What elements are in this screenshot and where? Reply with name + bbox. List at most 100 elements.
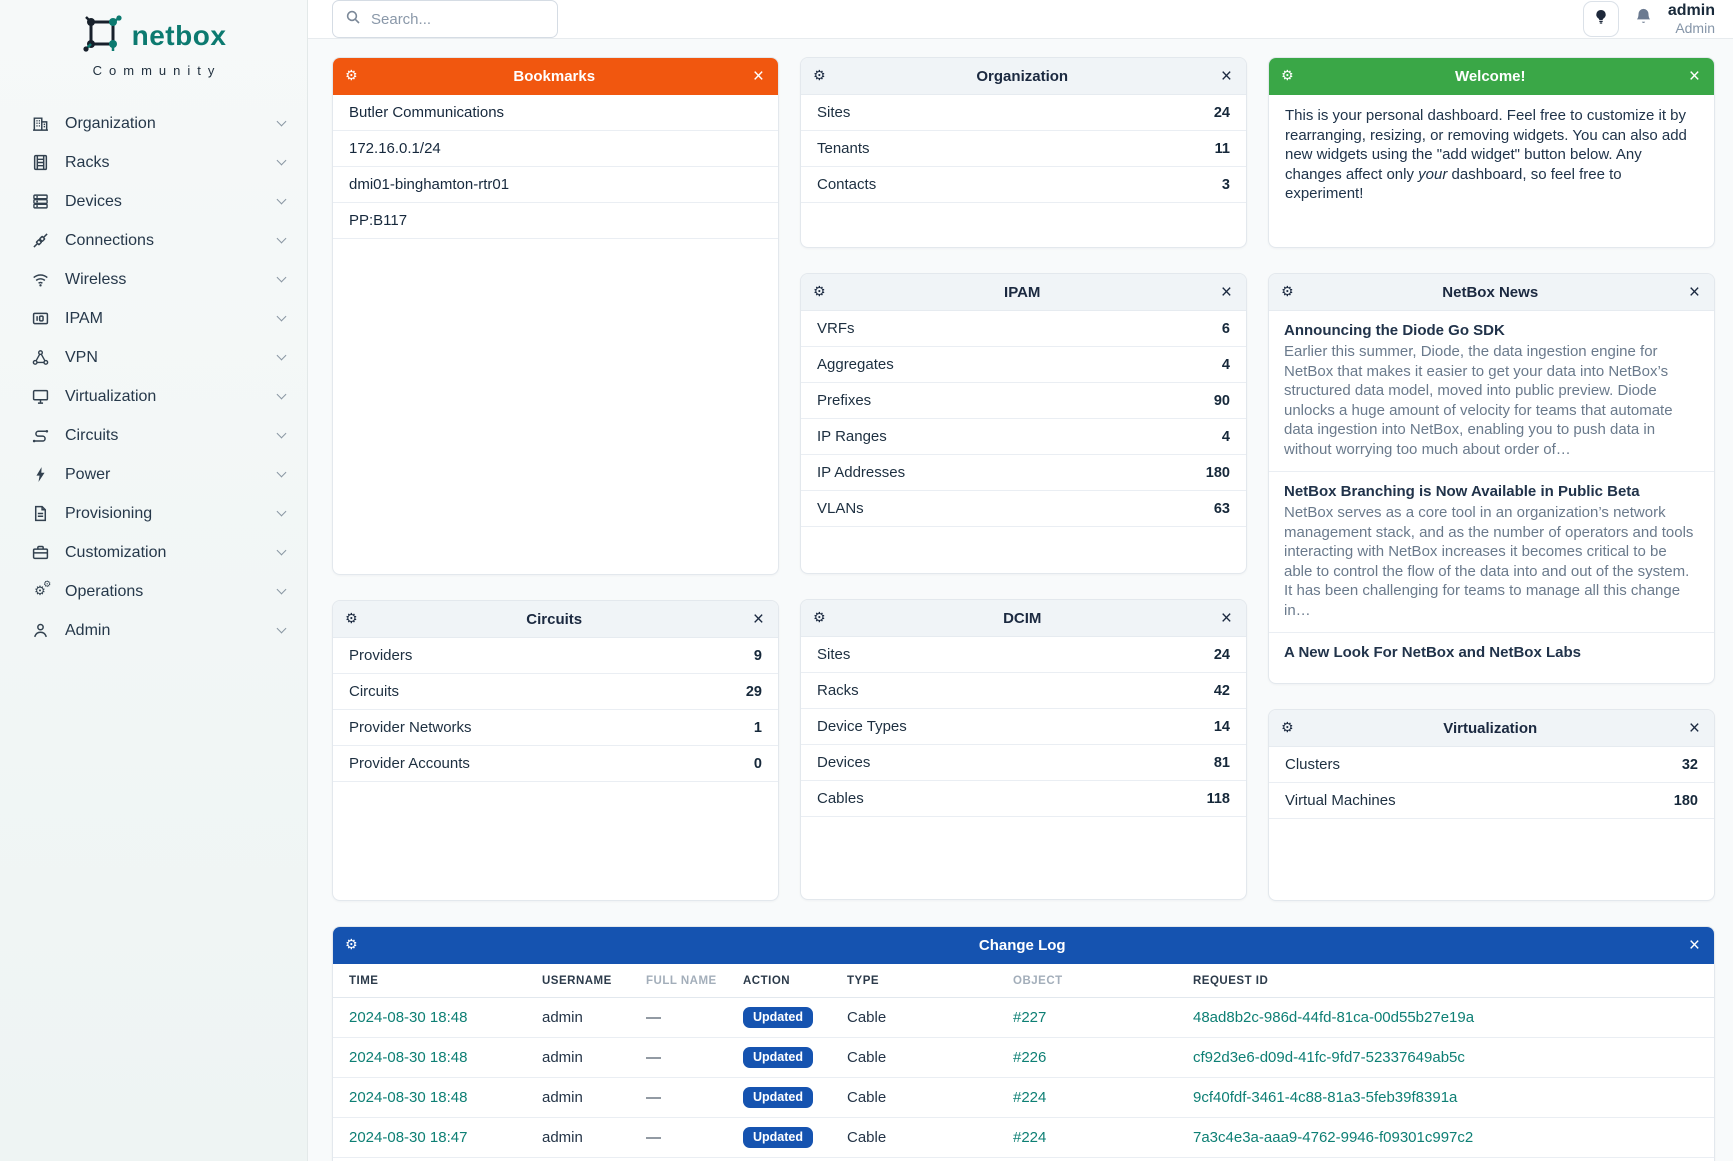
close-icon[interactable]: ×: [752, 65, 764, 87]
close-icon[interactable]: ×: [1220, 281, 1232, 303]
widget-config-icon[interactable]: ⚙: [1281, 720, 1294, 736]
stat-row[interactable]: Devices 81: [801, 745, 1246, 781]
user-menu[interactable]: admin Admin: [1668, 2, 1715, 37]
widget-config-icon[interactable]: ⚙: [345, 611, 358, 627]
sidebar-item-wireless[interactable]: Wireless: [0, 260, 307, 299]
widget-config-icon[interactable]: ⚙: [1281, 284, 1294, 300]
news-headline[interactable]: NetBox Branching is Now Available in Pub…: [1284, 483, 1640, 500]
sidebar-item-devices[interactable]: Devices: [0, 182, 307, 221]
sidebar-item-admin[interactable]: Admin: [0, 611, 307, 650]
type-cell: Cable: [847, 1009, 887, 1026]
stat-row[interactable]: Cables 118: [801, 781, 1246, 817]
close-icon[interactable]: ×: [1688, 281, 1700, 303]
circuits-icon: [30, 427, 50, 444]
object-link[interactable]: #224: [1013, 1129, 1047, 1146]
bookmark-item[interactable]: dmi01-binghamton-rtr01: [333, 167, 778, 203]
sidebar-item-circuits[interactable]: Circuits: [0, 416, 307, 455]
close-icon[interactable]: ×: [1688, 934, 1700, 956]
sidebar-item-connections[interactable]: Connections: [0, 221, 307, 260]
sidebar-item-power[interactable]: Power: [0, 455, 307, 494]
time-link[interactable]: 2024-08-30 18:48: [349, 1009, 468, 1026]
object-link[interactable]: #226: [1013, 1049, 1047, 1066]
bookmark-item[interactable]: 172.16.0.1/24: [333, 131, 778, 167]
request-id-link[interactable]: 9cf40fdf-3461-4c88-81a3-5feb39f8391a: [1193, 1089, 1458, 1106]
brand[interactable]: netbox Community: [0, 12, 307, 78]
close-icon[interactable]: ×: [1688, 717, 1700, 739]
widget-config-icon[interactable]: ⚙: [345, 68, 358, 84]
widget-title: Organization: [976, 67, 1069, 85]
widget-config-icon[interactable]: ⚙: [813, 68, 826, 84]
news-item: A New Look For NetBox and NetBox Labs: [1269, 633, 1714, 673]
stat-row[interactable]: Providers 9: [333, 638, 778, 674]
news-headline[interactable]: A New Look For NetBox and NetBox Labs: [1284, 644, 1581, 661]
sidebar-item-organization[interactable]: Organization: [0, 104, 307, 143]
time-link[interactable]: 2024-08-30 18:48: [349, 1089, 468, 1106]
sidebar-item-vpn[interactable]: VPN: [0, 338, 307, 377]
widget-config-icon[interactable]: ⚙: [1281, 68, 1294, 84]
stat-row[interactable]: Sites 24: [801, 637, 1246, 673]
ipam-widget: ⚙ IPAM × VRFs 6 Aggregates 4 Prefixes 90 IP…: [800, 273, 1247, 574]
sidebar-item-customization[interactable]: Customization: [0, 533, 307, 572]
action-cell: Updated: [743, 1007, 847, 1028]
widget-config-icon[interactable]: ⚙: [345, 937, 358, 953]
notifications-button[interactable]: [1634, 7, 1653, 31]
request-id-link[interactable]: cf92d3e6-d09d-41fc-9fd7-52337649ab5c: [1193, 1049, 1465, 1066]
sidebar-item-racks[interactable]: Racks: [0, 143, 307, 182]
object-link[interactable]: #227: [1013, 1009, 1047, 1026]
stat-row[interactable]: Contacts 3: [801, 167, 1246, 203]
chevron-down-icon: [276, 155, 287, 166]
sidebar-item-ipam[interactable]: IPAM: [0, 299, 307, 338]
close-icon[interactable]: ×: [1688, 65, 1700, 87]
time-link[interactable]: 2024-08-30 18:48: [349, 1049, 468, 1066]
request-id-link[interactable]: 48ad8b2c-986d-44fd-81ca-00d55b27e19a: [1193, 1009, 1475, 1026]
widget-title: Circuits: [526, 610, 583, 628]
close-icon[interactable]: ×: [1220, 607, 1232, 629]
stat-row[interactable]: IP Addresses 180: [801, 455, 1246, 491]
close-icon[interactable]: ×: [752, 608, 764, 630]
chevron-down-icon: [276, 584, 287, 595]
close-icon[interactable]: ×: [1220, 65, 1232, 87]
brand-subtitle: Community: [92, 63, 222, 78]
bookmark-item[interactable]: PP:B117: [333, 203, 778, 239]
stat-row[interactable]: VLANs 63: [801, 491, 1246, 527]
request-id-link[interactable]: 7a3c4e3a-aaa9-4762-9946-f09301c997c2: [1193, 1129, 1474, 1146]
sidebar-item-operations[interactable]: ⚙ ⚙ Operations: [0, 572, 307, 611]
widget-title: IPAM: [1004, 283, 1041, 301]
widget-title: NetBox News: [1442, 283, 1539, 301]
time-link[interactable]: 2024-08-30 18:47: [349, 1129, 468, 1146]
stat-row[interactable]: Clusters 32: [1269, 747, 1714, 783]
stat-row[interactable]: Tenants 11: [801, 131, 1246, 167]
stat-row[interactable]: VRFs 6: [801, 311, 1246, 347]
stat-row[interactable]: Circuits 29: [333, 674, 778, 710]
chevron-down-icon: [276, 233, 287, 244]
stat-row[interactable]: Virtual Machines 180: [1269, 783, 1714, 819]
chevron-down-icon: [276, 116, 287, 127]
widget-title: Bookmarks: [513, 67, 596, 85]
widget-config-icon[interactable]: ⚙: [813, 284, 826, 300]
stat-row[interactable]: Aggregates 4: [801, 347, 1246, 383]
theme-toggle-button[interactable]: [1582, 1, 1619, 37]
stat-row[interactable]: IP Ranges 4: [801, 419, 1246, 455]
change-log-header-row: Time Username Full Name Action Type Obje…: [333, 964, 1714, 998]
bookmark-item[interactable]: Butler Communications: [333, 95, 778, 131]
stat-row[interactable]: Sites 24: [801, 95, 1246, 131]
stat-row[interactable]: Provider Networks 1: [333, 710, 778, 746]
widget-config-icon[interactable]: ⚙: [813, 610, 826, 626]
stat-row[interactable]: Device Types 14: [801, 709, 1246, 745]
stat-row[interactable]: Prefixes 90: [801, 383, 1246, 419]
chevron-down-icon: [276, 506, 287, 517]
stat-row[interactable]: Provider Accounts 0: [333, 746, 778, 782]
sidebar-item-provisioning[interactable]: Provisioning: [0, 494, 307, 533]
widget-title: Virtualization: [1443, 719, 1538, 737]
stat-row[interactable]: Racks 42: [801, 673, 1246, 709]
user-name: admin: [1667, 1, 1715, 19]
sidebar-nav: Organization Racks: [0, 104, 307, 650]
search-input[interactable]: [371, 10, 545, 28]
object-link[interactable]: #224: [1013, 1089, 1047, 1106]
ipam-icon: [30, 310, 50, 327]
action-cell: Updated: [743, 1087, 847, 1108]
sidebar-item-virtualization[interactable]: Virtualization: [0, 377, 307, 416]
customization-icon: [30, 544, 50, 561]
news-headline[interactable]: Announcing the Diode Go SDK: [1284, 322, 1505, 339]
